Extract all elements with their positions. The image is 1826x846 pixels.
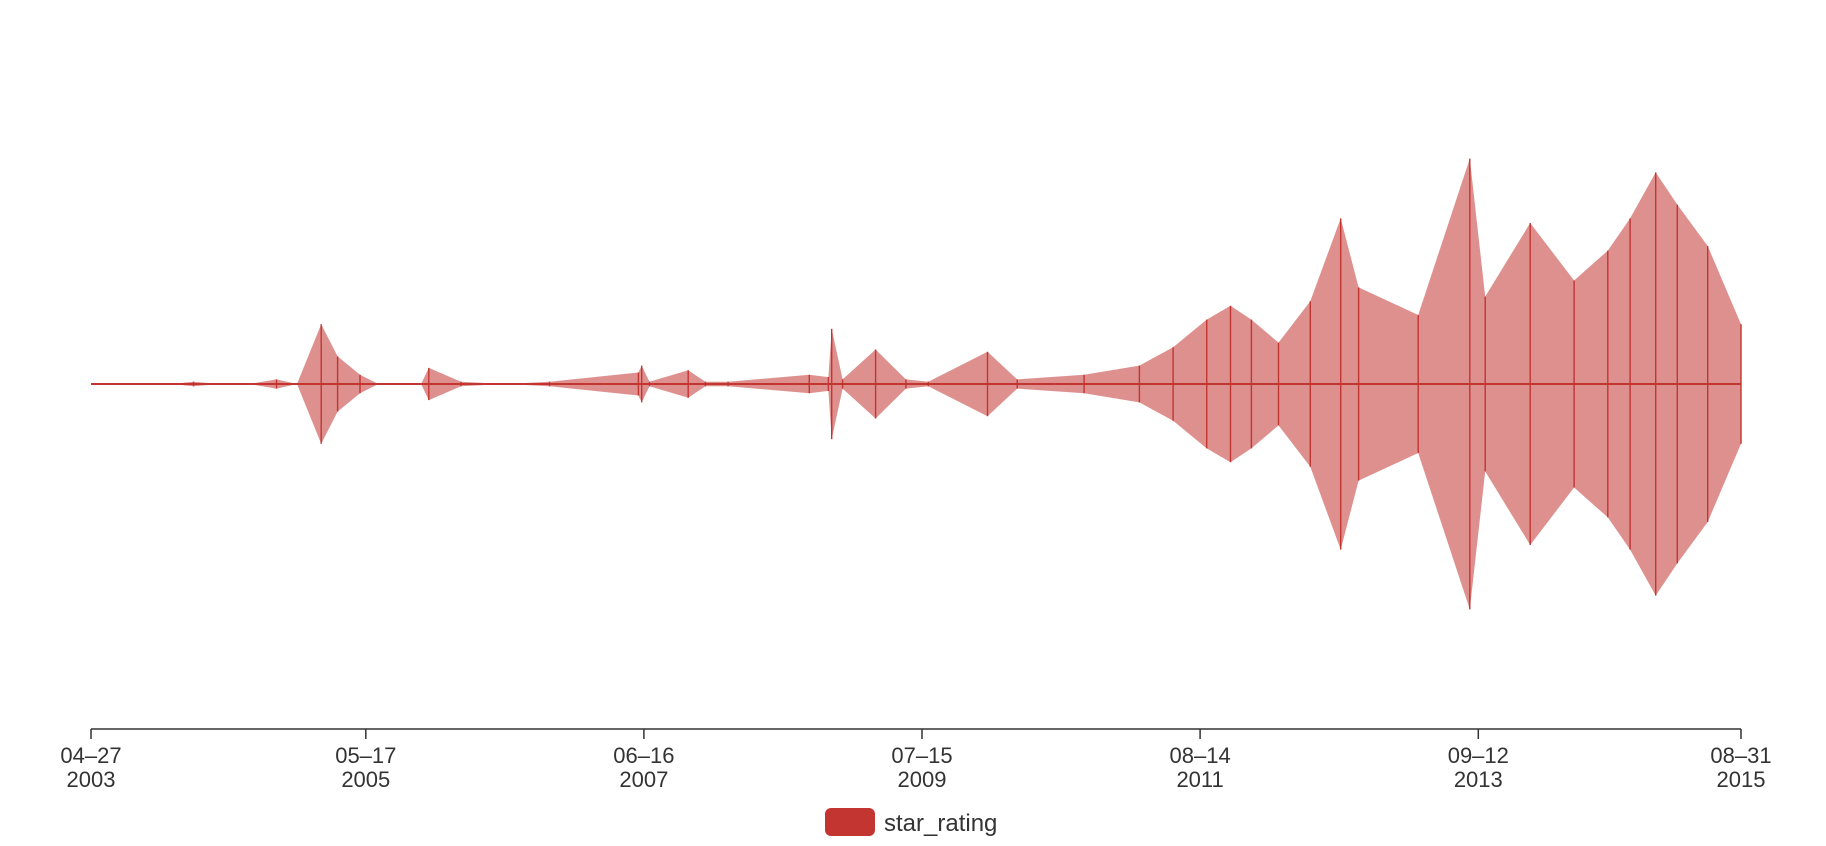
x-tick-label-6-line1: 08–31 <box>1710 743 1771 768</box>
x-tick-label-1-line1: 05–17 <box>335 743 396 768</box>
x-tick-label-3-line1: 07–15 <box>891 743 952 768</box>
x-tick-label-3-line2: 2009 <box>898 767 947 792</box>
x-tick-label-2: 06–16 2007 <box>613 743 674 792</box>
legend-swatch-star-rating[interactable] <box>825 808 875 836</box>
x-tick-label-0-line1: 04–27 <box>60 743 121 768</box>
x-tick-label-6: 08–31 2015 <box>1710 743 1771 792</box>
x-tick-label-4-line2: 2011 <box>1176 767 1223 792</box>
x-tick-label-2-line2: 2007 <box>619 767 668 792</box>
x-tick-label-4: 08–14 2011 <box>1170 743 1231 792</box>
x-tick-label-6-line2: 2015 <box>1717 767 1766 792</box>
x-tick-label-4-line1: 08–14 <box>1170 743 1231 768</box>
x-tick-label-5-line2: 2013 <box>1454 767 1503 792</box>
legend-label-star-rating[interactable]: star_rating <box>884 810 997 837</box>
series-star-rating <box>91 158 1742 610</box>
x-tick-label-5: 09–12 2013 <box>1448 743 1509 792</box>
x-axis: 04–27 2003 05–17 2005 06–16 2007 07–15 2009 08–1… <box>60 728 1772 792</box>
x-tick-label-1-line2: 2005 <box>341 767 390 792</box>
x-tick-label-0-line2: 2003 <box>67 767 116 792</box>
x-tick-label-0: 04–27 2003 <box>60 743 121 792</box>
x-axis-ticks: 04–27 2003 05–17 2005 06–16 2007 07–15 2009 08–1… <box>60 729 1772 792</box>
x-tick-label-1: 05–17 2005 <box>335 743 396 792</box>
x-tick-label-2-line1: 06–16 <box>613 743 674 768</box>
x-tick-label-5-line1: 09–12 <box>1448 743 1509 768</box>
x-tick-label-3: 07–15 2009 <box>891 743 952 792</box>
legend[interactable]: star_rating <box>825 808 997 837</box>
